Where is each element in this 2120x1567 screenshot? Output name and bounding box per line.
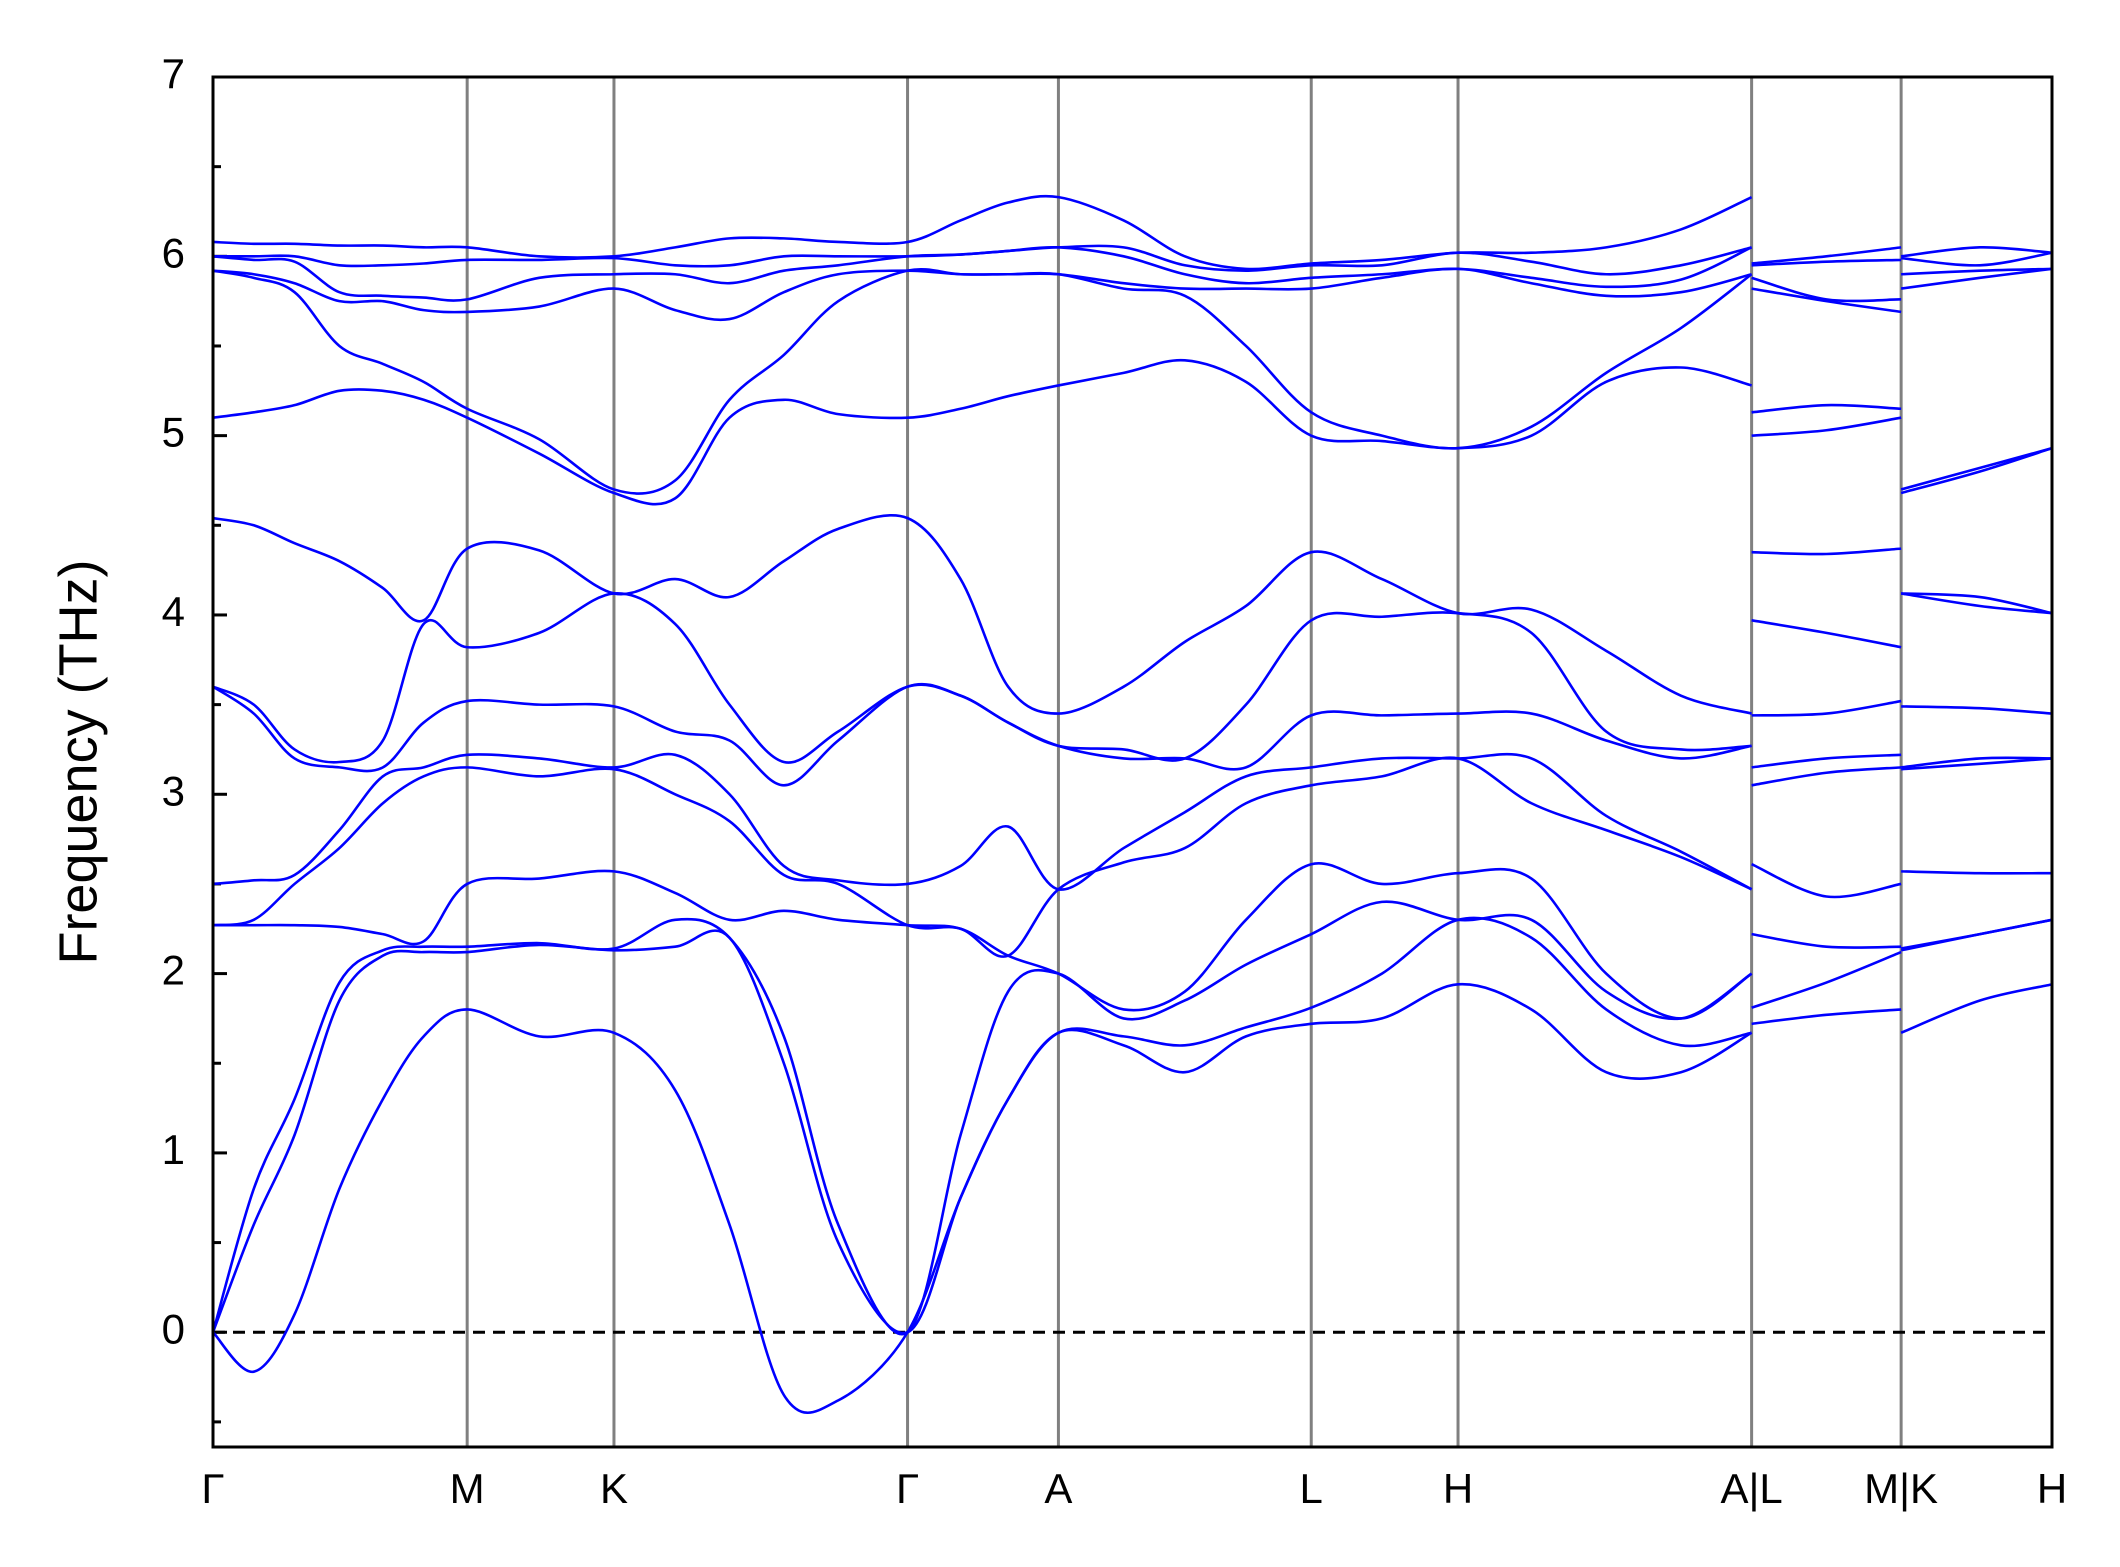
y-tick-label: 7 xyxy=(162,50,185,97)
x-tick-label: M xyxy=(450,1465,485,1512)
band-line xyxy=(211,900,2053,1336)
y-tick-label: 1 xyxy=(162,1126,185,1173)
x-tick-label: H xyxy=(1443,1465,1473,1512)
x-tick-label: Γ xyxy=(896,1465,919,1512)
x-tick-label: A|L xyxy=(1720,1465,1782,1512)
band-line xyxy=(212,194,2053,271)
band-line xyxy=(211,916,2053,1335)
x-tick-label: M|K xyxy=(1864,1465,1938,1512)
x-tick-label: Γ xyxy=(201,1465,224,1512)
band-line xyxy=(212,358,2053,506)
x-tick-label: A xyxy=(1044,1465,1072,1512)
y-tick-label: 2 xyxy=(162,947,185,994)
y-tick-label: 4 xyxy=(162,588,185,635)
band-line xyxy=(213,861,2053,1020)
band-line xyxy=(212,756,2053,958)
band-line xyxy=(212,513,2053,715)
x-tick-label: K xyxy=(600,1465,628,1512)
band-line xyxy=(212,267,2053,495)
x-tick-label: H xyxy=(2037,1465,2067,1512)
y-tick-label: 5 xyxy=(162,409,185,456)
band-line xyxy=(212,983,2053,1415)
y-tick-label: 0 xyxy=(162,1305,185,1352)
y-tick-label: 3 xyxy=(162,767,185,814)
plot-frame xyxy=(211,75,2054,1449)
band-line xyxy=(212,752,2053,891)
x-tick-label: L xyxy=(1300,1465,1323,1512)
y-axis-label: Frequency (THz) xyxy=(48,559,108,964)
band-line xyxy=(212,592,2053,764)
y-tick-label: 6 xyxy=(162,229,185,276)
